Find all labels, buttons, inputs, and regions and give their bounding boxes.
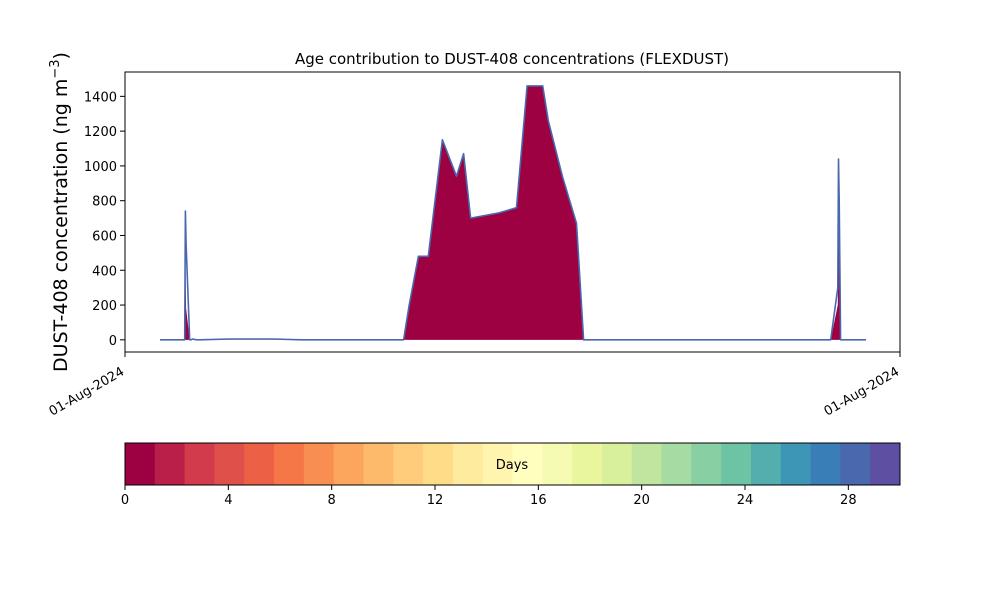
colorbar-swatch xyxy=(512,443,543,485)
fresh-dust-area xyxy=(160,85,866,340)
colorbar-swatch xyxy=(274,443,305,485)
plot-area xyxy=(124,71,901,353)
colorbar-swatch xyxy=(691,443,722,485)
colorbar-swatch xyxy=(333,443,364,485)
y-tick-label: 400 xyxy=(92,264,117,279)
colorbar-swatch xyxy=(780,443,812,485)
colorbar-swatch xyxy=(601,443,633,485)
axes-frame xyxy=(124,71,901,353)
total-concentration-line xyxy=(160,85,866,341)
y-tick-label: 200 xyxy=(92,299,117,314)
colorbar-tick-label: 24 xyxy=(737,493,754,508)
colorbar-swatch xyxy=(750,443,782,485)
colorbar-frame xyxy=(124,442,901,486)
colorbar-swatch xyxy=(840,443,871,485)
x-tick-label: 01-Aug-2024 xyxy=(822,364,902,419)
colorbar-label: Days xyxy=(496,458,529,473)
y-tick-label: 800 xyxy=(92,195,117,210)
colorbar-swatch xyxy=(631,443,663,485)
y-axis: 0 200 400 600 800 1000 1200 1400 xyxy=(84,90,125,349)
colorbar-swatch xyxy=(393,443,424,485)
colorbar-swatch xyxy=(572,443,603,485)
colorbar: 0 4 8 12 16 20 24 28 xyxy=(121,442,901,508)
colorbar-swatch xyxy=(154,443,186,485)
colorbar-swatch xyxy=(303,443,335,485)
colorbar-swatch xyxy=(661,443,692,485)
x-axis: 01-Aug-2024 01-Aug-2024 xyxy=(47,352,902,420)
colorbar-tick-label: 16 xyxy=(530,493,547,508)
colorbar-swatch xyxy=(452,443,484,485)
colorbar-tick-label: 8 xyxy=(328,493,336,508)
colorbar-swatch xyxy=(423,443,454,485)
y-tick-label: 1000 xyxy=(84,160,117,175)
colorbar-swatch xyxy=(810,443,841,485)
chart-title: Age contribution to DUST-408 concentrati… xyxy=(295,50,729,68)
colorbar-swatch xyxy=(542,443,573,485)
colorbar-swatch xyxy=(125,443,156,485)
y-tick-label: 0 xyxy=(109,334,117,349)
colorbar-swatch xyxy=(184,443,215,485)
colorbar-tick-label: 20 xyxy=(633,493,650,508)
y-tick-label: 1200 xyxy=(84,125,117,140)
colorbar-tick-label: 28 xyxy=(840,493,857,508)
colorbar-swatch xyxy=(244,443,275,485)
y-tick-label: 600 xyxy=(92,229,117,244)
colorbar-tick-label: 4 xyxy=(224,493,232,508)
colorbar-tick-label: 0 xyxy=(121,493,129,508)
colorbar-swatch xyxy=(482,443,513,485)
y-tick-label: 1400 xyxy=(84,90,117,105)
colorbar-swatch xyxy=(363,443,394,485)
colorbar-tick-label: 12 xyxy=(427,493,444,508)
y-axis-label: DUST-408 concentration (ng m−3) xyxy=(48,52,72,372)
colorbar-swatch xyxy=(870,443,901,485)
colorbar-swatch xyxy=(214,443,245,485)
colorbar-swatch xyxy=(721,443,752,485)
